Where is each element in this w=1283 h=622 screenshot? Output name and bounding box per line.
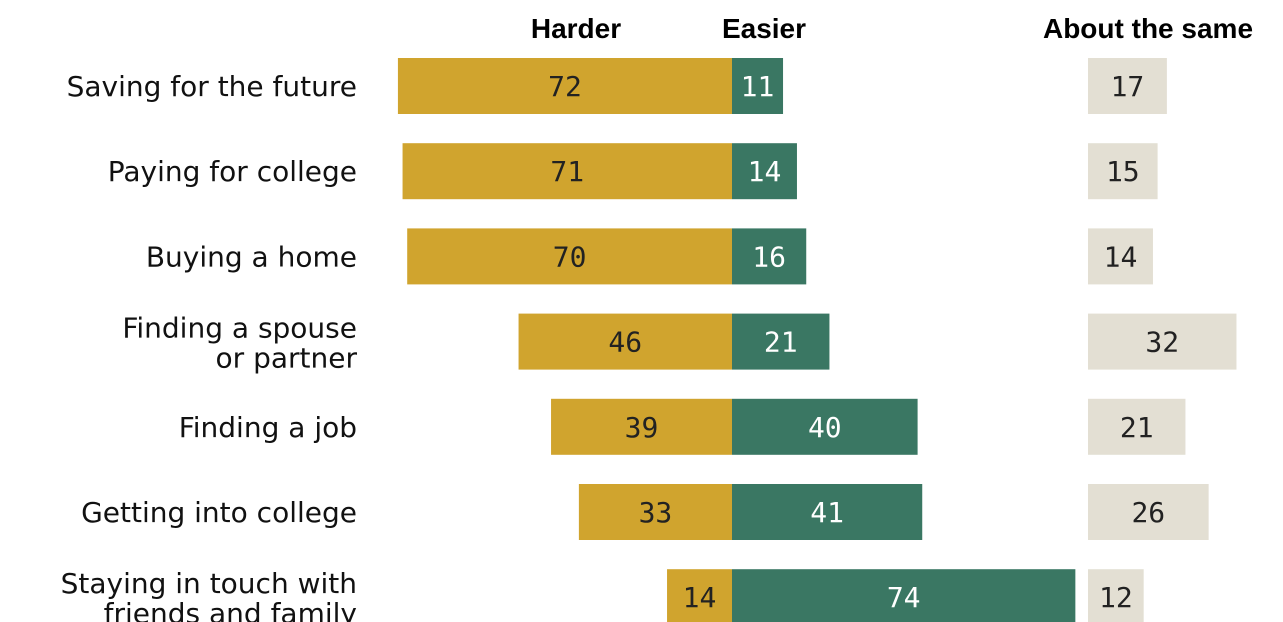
category-label-line: friends and family [104, 597, 357, 622]
bar-about-the-same [1088, 398, 1186, 455]
category-label: Saving for the future [67, 70, 357, 103]
bar-easier [732, 484, 923, 540]
value-label-easier: 11 [741, 70, 775, 103]
bar-about-the-same [1088, 58, 1167, 114]
chart-rows: Saving for the future 72 11 17 Paying for co… [61, 58, 1237, 622]
category-label-line: Staying in touch with [61, 567, 357, 600]
bar-harder [518, 313, 732, 370]
header-harder: Harder [531, 13, 621, 44]
bar-about-the-same [1088, 484, 1209, 540]
bar-harder [578, 484, 732, 540]
value-label-harder: 72 [548, 70, 582, 103]
value-label-easier: 41 [810, 496, 844, 529]
value-label-easier: 74 [887, 581, 921, 614]
bar-harder [667, 569, 732, 622]
value-label-about-the-same: 21 [1120, 411, 1154, 444]
category-label-line: or partner [216, 342, 358, 375]
bar-harder [402, 143, 732, 200]
category-label-line: Finding a spouse [122, 312, 357, 345]
category-label: Getting into college [81, 496, 357, 529]
bar-easier [732, 398, 918, 455]
category-label: Finding a spouse or partner [122, 312, 357, 375]
bar-about-the-same [1088, 313, 1237, 370]
value-label-about-the-same: 12 [1099, 581, 1133, 614]
value-label-harder: 46 [608, 326, 642, 359]
category-label: Staying in touch with friends and family [61, 567, 357, 622]
value-label-harder: 33 [639, 496, 673, 529]
bar-harder [551, 398, 732, 455]
value-label-about-the-same: 26 [1131, 496, 1165, 529]
bar-easier [732, 143, 797, 200]
bar-about-the-same [1088, 569, 1144, 622]
bar-about-the-same [1088, 143, 1158, 200]
bar-easier [732, 228, 807, 285]
value-label-easier: 14 [748, 155, 782, 188]
bar-about-the-same [1088, 228, 1153, 285]
bar-easier [732, 313, 830, 370]
value-label-about-the-same: 32 [1145, 326, 1179, 359]
category-label: Buying a home [146, 240, 357, 273]
value-label-about-the-same: 15 [1106, 155, 1140, 188]
bar-harder [407, 228, 732, 285]
value-label-harder: 39 [625, 411, 659, 444]
value-label-harder: 70 [553, 240, 587, 273]
value-label-about-the-same: 17 [1111, 70, 1145, 103]
bar-harder [397, 58, 732, 114]
value-label-harder: 71 [550, 155, 584, 188]
category-label: Paying for college [108, 155, 357, 188]
value-label-about-the-same: 14 [1104, 240, 1138, 273]
value-label-easier: 40 [808, 411, 842, 444]
bar-easier [732, 58, 784, 114]
value-label-easier: 16 [752, 240, 786, 273]
value-label-easier: 21 [764, 326, 798, 359]
header-easier: Easier [722, 13, 806, 44]
category-label: Finding a job [179, 411, 357, 444]
header-about-the-same: About the same [1043, 13, 1253, 44]
value-label-harder: 14 [683, 581, 717, 614]
bar-easier [732, 569, 1076, 622]
